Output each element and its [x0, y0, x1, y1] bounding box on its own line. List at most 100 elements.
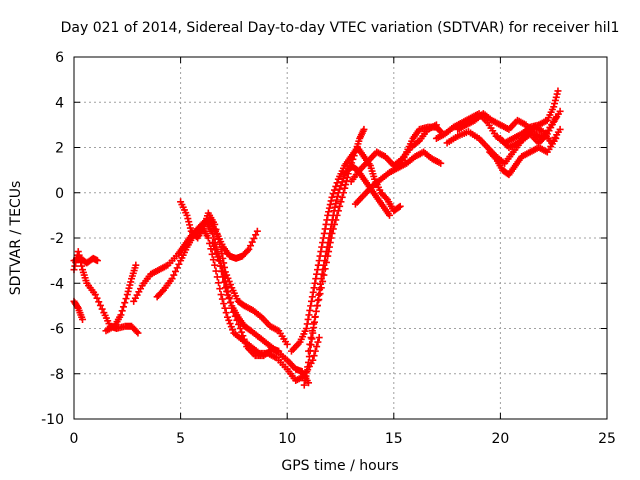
data-point [170, 271, 178, 279]
data-point [332, 200, 340, 208]
data-point [253, 227, 261, 235]
y-tick-label: -8 [50, 367, 64, 383]
series-trace-14 [351, 148, 445, 208]
y-tick-label: -2 [50, 231, 64, 247]
data-point [217, 245, 225, 253]
y-tick-label: -4 [50, 276, 64, 292]
data-point [173, 264, 181, 272]
data-point [339, 189, 347, 197]
y-tick-label: 0 [55, 186, 64, 202]
data-point [322, 258, 330, 266]
series-trace-5 [130, 218, 261, 305]
data-point [225, 295, 233, 303]
data-point [325, 204, 333, 212]
data-point [204, 234, 212, 242]
data-point [213, 230, 221, 238]
data-point [331, 186, 339, 194]
data-point [325, 208, 333, 216]
data-point [183, 211, 191, 219]
data-point [334, 207, 342, 215]
series-trace-2 [70, 248, 142, 337]
data-point [333, 211, 341, 219]
data-point [329, 225, 337, 233]
data-point [334, 192, 342, 200]
series-trace-7 [177, 198, 291, 348]
data-point [304, 363, 312, 371]
data-point [98, 305, 106, 313]
data-point [333, 196, 341, 204]
data-point [303, 320, 311, 328]
data-point [308, 327, 316, 335]
series-trace-3 [70, 297, 87, 323]
data-point [320, 271, 328, 279]
data-point [326, 239, 334, 247]
data-point [216, 285, 224, 293]
data-point [250, 234, 258, 242]
data-point [304, 315, 312, 323]
data-point [209, 256, 217, 264]
data-point [328, 193, 336, 201]
data-point [221, 284, 229, 292]
data-point [206, 239, 214, 247]
data-point [327, 197, 335, 205]
series-trace-12 [305, 125, 368, 355]
data-point [221, 263, 229, 271]
data-point [208, 250, 216, 258]
data-point [220, 300, 228, 308]
data-point [93, 257, 101, 265]
data-point [302, 325, 310, 332]
y-tick-label: 2 [55, 141, 64, 157]
data-point [95, 298, 103, 306]
data-point [168, 275, 176, 283]
data-point [226, 298, 234, 306]
data-point [96, 301, 104, 309]
data-point [226, 281, 234, 289]
data-point [134, 329, 142, 337]
data-point [123, 291, 131, 299]
data-point [436, 127, 444, 135]
data-point [132, 261, 140, 269]
data-point [212, 225, 220, 233]
data-point [556, 125, 564, 133]
data-point [91, 291, 99, 299]
data-point [305, 311, 313, 319]
data-point [332, 182, 340, 190]
data-point [216, 240, 224, 248]
data-point [333, 179, 341, 187]
data-point [175, 260, 183, 268]
data-point [305, 353, 313, 361]
data-point [212, 267, 220, 275]
data-point [550, 103, 558, 111]
x-tick-label: 15 [385, 431, 403, 447]
data-point [324, 252, 332, 260]
data-point [125, 284, 133, 292]
data-point [344, 170, 352, 178]
data-point [310, 352, 318, 360]
data-point [229, 326, 237, 334]
data-point [74, 248, 82, 256]
data-point [327, 234, 335, 242]
data-point [209, 229, 217, 237]
data-point [226, 320, 234, 328]
data-point [207, 245, 215, 253]
data-point [338, 193, 346, 201]
series-trace-8 [209, 239, 313, 387]
data-point [331, 203, 339, 211]
data-point [308, 293, 316, 301]
grid-lines [74, 57, 607, 419]
data-point [224, 291, 232, 299]
data-point [331, 220, 339, 228]
chart-title: Day 021 of 2014, Sidereal Day-to-day VTE… [61, 20, 620, 36]
data-point [319, 277, 327, 285]
x-tick-label: 0 [70, 431, 79, 447]
data-point [336, 185, 344, 193]
data-point [556, 107, 564, 115]
data-point [171, 267, 179, 275]
data-point [302, 372, 310, 380]
data-point [215, 257, 223, 265]
data-point [217, 291, 225, 299]
data-point [308, 335, 316, 343]
data-point [325, 248, 333, 256]
data-point [223, 271, 231, 279]
